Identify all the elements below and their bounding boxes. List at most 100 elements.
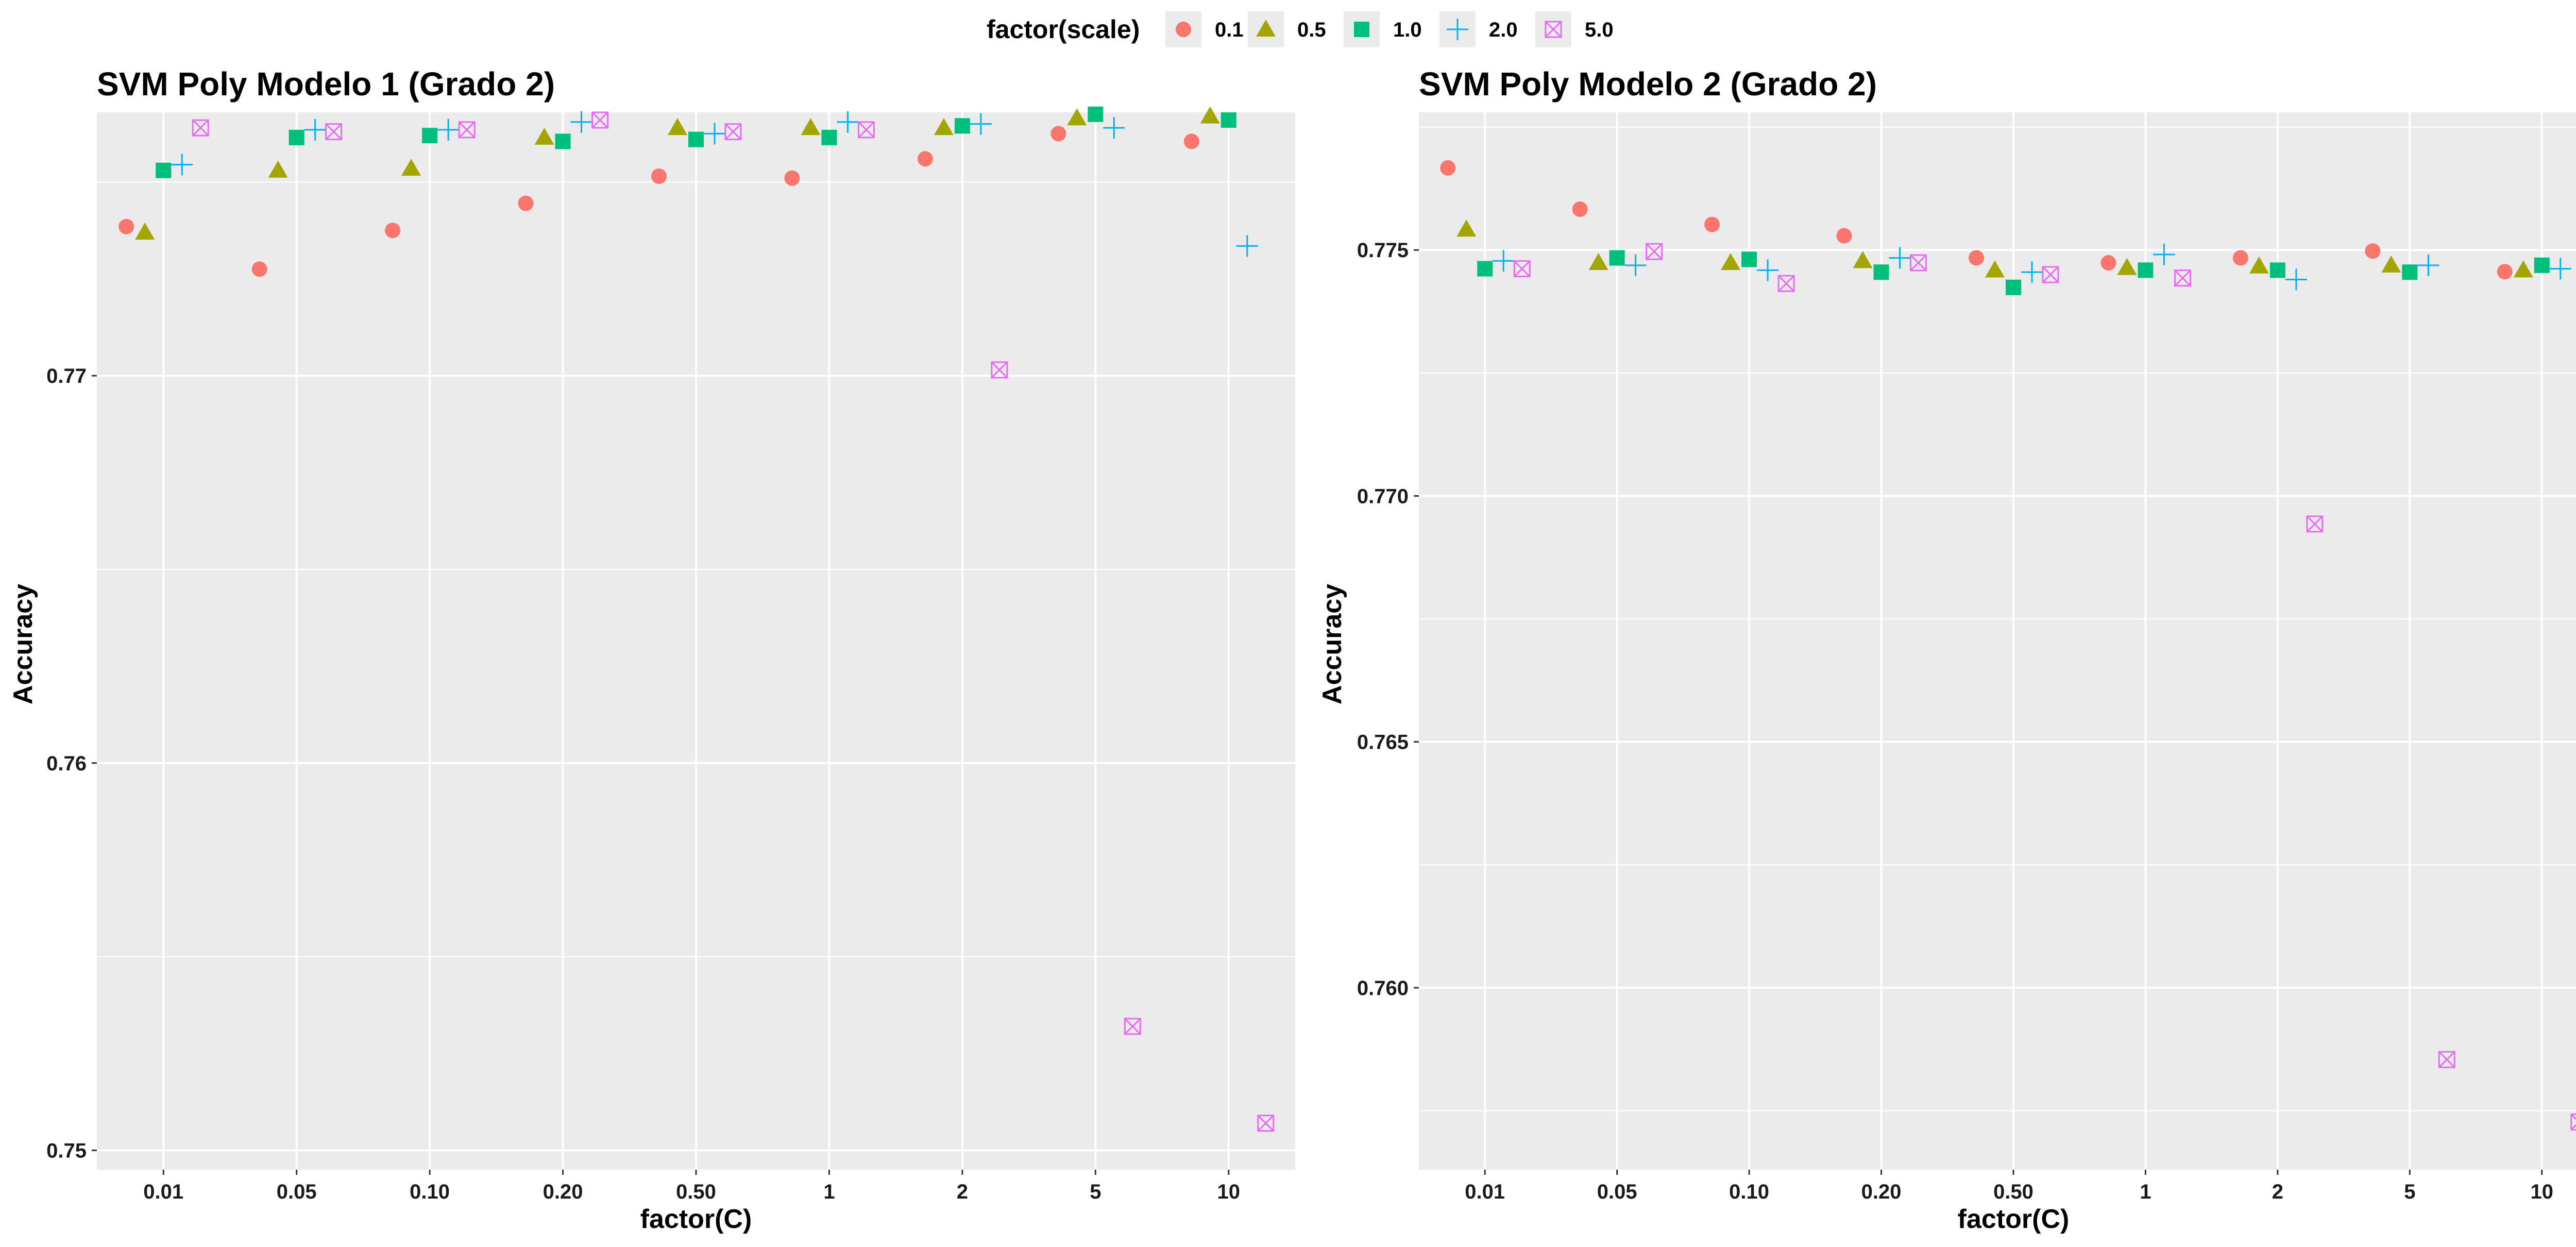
data-point-scale-0_1 [784, 170, 800, 186]
data-point-scale-2_0 [1889, 247, 1911, 269]
data-point-scale-0_1 [1704, 216, 1720, 232]
y-tick-label: 0.770 [1357, 485, 1409, 508]
data-point-scale-0_5 [1721, 253, 1741, 271]
data-point-scale-5_0 [2042, 266, 2059, 283]
data-point-scale-5_0 [192, 119, 209, 137]
data-point-scale-0_1 [2232, 250, 2248, 266]
y-tick-label: 0.75 [46, 1139, 87, 1162]
data-point-scale-1_0 [156, 162, 172, 178]
data-point-scale-5_0 [1124, 1018, 1141, 1035]
data-point-scale-5_0 [1910, 254, 1927, 272]
right-panel-title: SVM Poly Modelo 2 (Grado 2) [1419, 65, 1877, 103]
data-point-scale-5_0 [2570, 1113, 2576, 1131]
data-point-scale-5_0 [857, 121, 875, 139]
data-point-scale-0_5 [2117, 258, 2137, 275]
x-tick-label: 0.05 [1597, 1181, 1637, 1203]
data-point-scale-2_0 [171, 154, 193, 176]
x-tick-label: 2 [2272, 1181, 2283, 1203]
data-point-scale-1_0 [1477, 261, 1493, 277]
legend-key-boxcross [1545, 21, 1562, 38]
x-tick-label: 0.01 [1465, 1181, 1505, 1203]
legend-label: 5.0 [1585, 19, 1614, 41]
data-point-scale-0_5 [2513, 260, 2533, 278]
right-panel-x-axis-title: factor(C) [1958, 1204, 2070, 1234]
y-tick-label: 0.77 [46, 365, 87, 387]
data-point-scale-2_0 [1493, 250, 1515, 272]
gridlines [1419, 112, 2576, 1170]
data-point-scale-0_1 [1050, 126, 1066, 142]
data-point-scale-1_0 [1088, 106, 1104, 122]
x-tick-label: 10 [1217, 1181, 1241, 1203]
data-point-scale-2_0 [2021, 261, 2043, 283]
data-point-scale-0_1 [2497, 264, 2513, 280]
data-point-scale-2_0 [304, 119, 326, 141]
data-point-scale-5_0 [724, 123, 742, 141]
data-point-scale-5_0 [1257, 1115, 1275, 1132]
data-point-scale-0_1 [1440, 160, 1456, 176]
y-tick-label: 0.765 [1357, 731, 1409, 754]
data-point-scale-1_0 [688, 131, 704, 147]
data-point-scale-0_1 [1572, 201, 1588, 217]
legend-title: factor(scale) [987, 15, 1140, 44]
data-point-scale-0_1 [385, 223, 401, 239]
data-point-scale-0_5 [668, 118, 687, 136]
left-panel-title: SVM Poly Modelo 1 (Grado 2) [97, 65, 555, 103]
data-point-scale-0_5 [2249, 256, 2269, 274]
data-point-scale-1_0 [1741, 251, 1757, 267]
right-panel-y-axis-title: Accuracy [1317, 584, 1347, 704]
data-point-scale-1_0 [1221, 112, 1236, 128]
data-points [1440, 160, 2576, 1131]
data-point-scale-1_0 [954, 118, 970, 134]
data-point-scale-2_0 [1757, 259, 1779, 281]
data-point-scale-0_1 [2365, 243, 2381, 259]
x-tick-label: 0.01 [143, 1181, 183, 1203]
x-tick-label: 0.10 [410, 1181, 450, 1203]
data-point-scale-2_0 [704, 123, 725, 145]
x-tick-label: 5 [1090, 1181, 1101, 1203]
data-point-scale-0_1 [917, 151, 933, 167]
data-point-scale-2_0 [2417, 254, 2439, 276]
x-tick-label: 2 [957, 1181, 968, 1203]
x-tick-label: 0.05 [277, 1181, 317, 1203]
left-panel: SVM Poly Modelo 1 (Grado 2) factor(C) Ac… [8, 65, 1295, 1234]
data-point-scale-1_0 [2402, 264, 2418, 280]
data-point-scale-0_5 [1456, 220, 1477, 237]
data-point-scale-1_0 [2006, 279, 2021, 295]
data-point-scale-1_0 [2138, 262, 2154, 278]
y-tick-label: 0.76 [46, 752, 87, 775]
x-tick-label: 10 [2531, 1181, 2554, 1203]
data-point-scale-1_0 [422, 128, 438, 144]
data-point-scale-2_0 [2549, 258, 2571, 280]
x-tick-label: 1 [2140, 1181, 2151, 1203]
data-point-scale-2_0 [1624, 254, 1647, 276]
x-tick-label: 5 [2404, 1181, 2415, 1203]
legend-label: 0.1 [1215, 19, 1244, 41]
right-panel: SVM Poly Modelo 2 (Grado 2) factor(C) Ac… [1317, 65, 2576, 1234]
legend-key-plus [1447, 19, 1468, 40]
data-point-scale-0_5 [268, 160, 288, 178]
data-point-scale-5_0 [991, 361, 1008, 379]
legend-key-circle [1176, 22, 1191, 37]
data-point-scale-1_0 [289, 129, 304, 145]
legend-label: 1.0 [1393, 19, 1422, 41]
data-point-scale-5_0 [1646, 243, 1663, 260]
data-point-scale-0_5 [1985, 260, 2005, 278]
data-point-scale-0_1 [518, 195, 534, 211]
data-point-scale-2_0 [2153, 243, 2175, 265]
left-panel-x-axis-title: factor(C) [640, 1204, 752, 1234]
data-point-scale-0_5 [2381, 255, 2401, 273]
legend-label: 0.5 [1297, 19, 1326, 41]
data-point-scale-5_0 [1777, 275, 1795, 292]
data-point-scale-1_0 [2534, 257, 2550, 273]
data-point-scale-0_5 [1067, 108, 1087, 126]
x-tick-label: 1 [823, 1181, 835, 1203]
data-point-scale-2_0 [1236, 235, 1258, 257]
data-point-scale-0_5 [135, 223, 155, 240]
plot-panel-background [1419, 112, 2576, 1170]
data-point-scale-5_0 [2306, 515, 2324, 533]
data-point-scale-2_0 [437, 119, 460, 141]
data-point-scale-0_5 [934, 118, 954, 136]
legend: factor(scale) 0.1 0.5 1.0 2.0 5.0 [987, 11, 1614, 47]
legend-key-square [1354, 22, 1369, 37]
